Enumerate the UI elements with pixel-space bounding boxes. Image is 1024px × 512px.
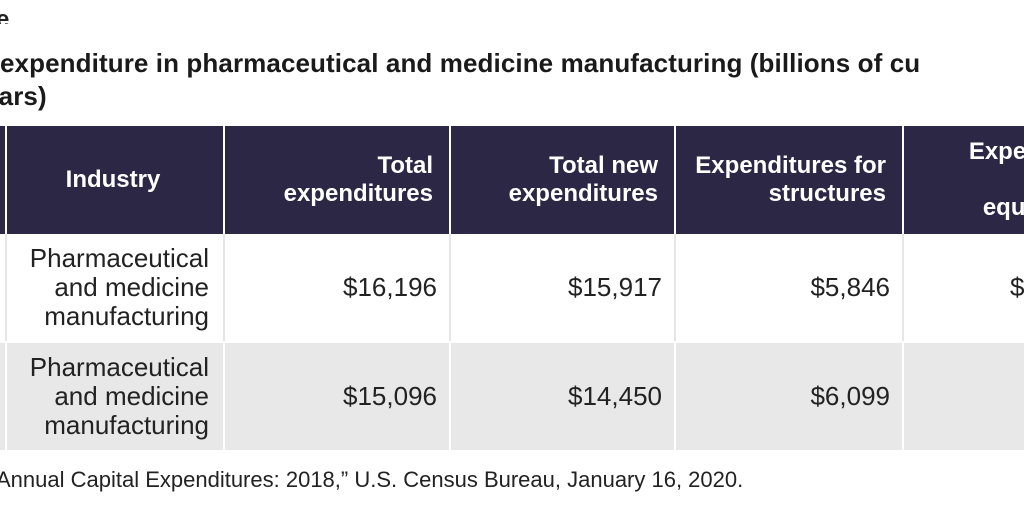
cell-equipment: $ (903, 234, 1024, 341)
table-title: expenditure in pharmaceutical and medici… (0, 47, 1024, 111)
header-total-new-expenditures: Total new expenditures (450, 126, 676, 234)
cell-total-new-expenditures: $15,917 (450, 234, 676, 341)
cell-total-expenditures: $15,096 (224, 343, 451, 450)
header-industry: Industry (6, 126, 225, 234)
header-equipment-line-2: equipr (982, 194, 1024, 221)
header-equipment: Expendit equipr (903, 126, 1024, 234)
row-edge-cell (0, 234, 7, 341)
heading-fragment: e (0, 8, 10, 24)
cell-structures: $6,099 (675, 343, 904, 450)
cell-industry: Pharmaceutical and medicine manufacturin… (6, 343, 225, 450)
cell-total-expenditures: $16,196 (224, 234, 451, 341)
header-cell-edge (0, 126, 7, 234)
row-edge-cell (0, 343, 7, 450)
cell-total-new-expenditures: $14,450 (450, 343, 676, 450)
header-structures: Expenditures for structures (675, 126, 904, 234)
cell-equipment (903, 343, 1024, 450)
table-header-row: Industry Total expenditures Total new ex… (0, 126, 1024, 234)
cell-structures: $5,846 (675, 234, 904, 341)
cell-industry: Pharmaceutical and medicine manufacturin… (6, 234, 225, 341)
header-total-expenditures: Total expenditures (224, 126, 451, 234)
table-title-line-1: expenditure in pharmaceutical and medici… (0, 48, 921, 78)
row-separator (0, 341, 1024, 343)
table-title-line-2: llars) (0, 81, 47, 111)
table-row: Pharmaceutical and medicine manufacturin… (0, 343, 1024, 450)
source-note: Annual Capital Expenditures: 2018,” U.S.… (0, 467, 744, 492)
expenditure-table: Industry Total expenditures Total new ex… (0, 126, 1024, 450)
header-equipment-line-1: Expendit (968, 138, 1024, 165)
table-row: Pharmaceutical and medicine manufacturin… (0, 234, 1024, 341)
